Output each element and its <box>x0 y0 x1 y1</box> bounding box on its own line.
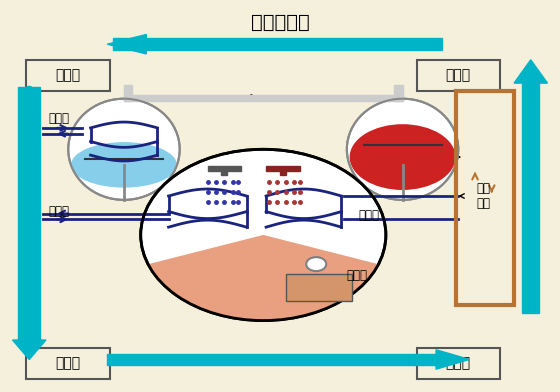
Bar <box>280 169 286 174</box>
Ellipse shape <box>349 124 455 190</box>
Text: 吸收器: 吸收器 <box>446 356 471 370</box>
Polygon shape <box>514 60 548 83</box>
Bar <box>113 38 442 50</box>
Bar <box>286 274 352 301</box>
Bar <box>455 91 514 305</box>
Polygon shape <box>436 350 469 369</box>
Bar <box>522 83 539 313</box>
Polygon shape <box>12 340 46 359</box>
Wedge shape <box>148 235 378 320</box>
Text: 冷却水: 冷却水 <box>49 112 70 125</box>
Text: 发生器: 发生器 <box>446 68 471 82</box>
Text: 冷凝器: 冷凝器 <box>55 68 81 82</box>
Text: 冷媒水: 冷媒水 <box>49 205 70 218</box>
Circle shape <box>306 257 326 271</box>
Bar <box>21 95 38 340</box>
Text: 蒸发器: 蒸发器 <box>55 356 81 370</box>
Text: 驱动
热源: 驱动 热源 <box>477 182 491 210</box>
FancyBboxPatch shape <box>417 348 500 379</box>
Polygon shape <box>108 34 146 54</box>
Bar <box>124 95 403 101</box>
Ellipse shape <box>347 99 458 200</box>
Bar <box>208 166 241 171</box>
FancyBboxPatch shape <box>26 348 110 379</box>
Text: 溶液泵: 溶液泵 <box>347 269 368 282</box>
Text: 冷却水: 冷却水 <box>358 209 379 222</box>
Bar <box>286 274 352 301</box>
Ellipse shape <box>71 142 177 188</box>
Bar <box>124 85 132 101</box>
Text: 制冷剂蒸汽: 制冷剂蒸汽 <box>251 13 309 32</box>
Bar <box>266 166 300 171</box>
Bar <box>222 169 227 174</box>
Bar <box>108 354 436 365</box>
Bar <box>18 87 40 340</box>
FancyBboxPatch shape <box>26 60 110 91</box>
Bar <box>394 85 403 101</box>
Circle shape <box>141 149 386 321</box>
Ellipse shape <box>68 99 180 200</box>
FancyBboxPatch shape <box>417 60 500 91</box>
